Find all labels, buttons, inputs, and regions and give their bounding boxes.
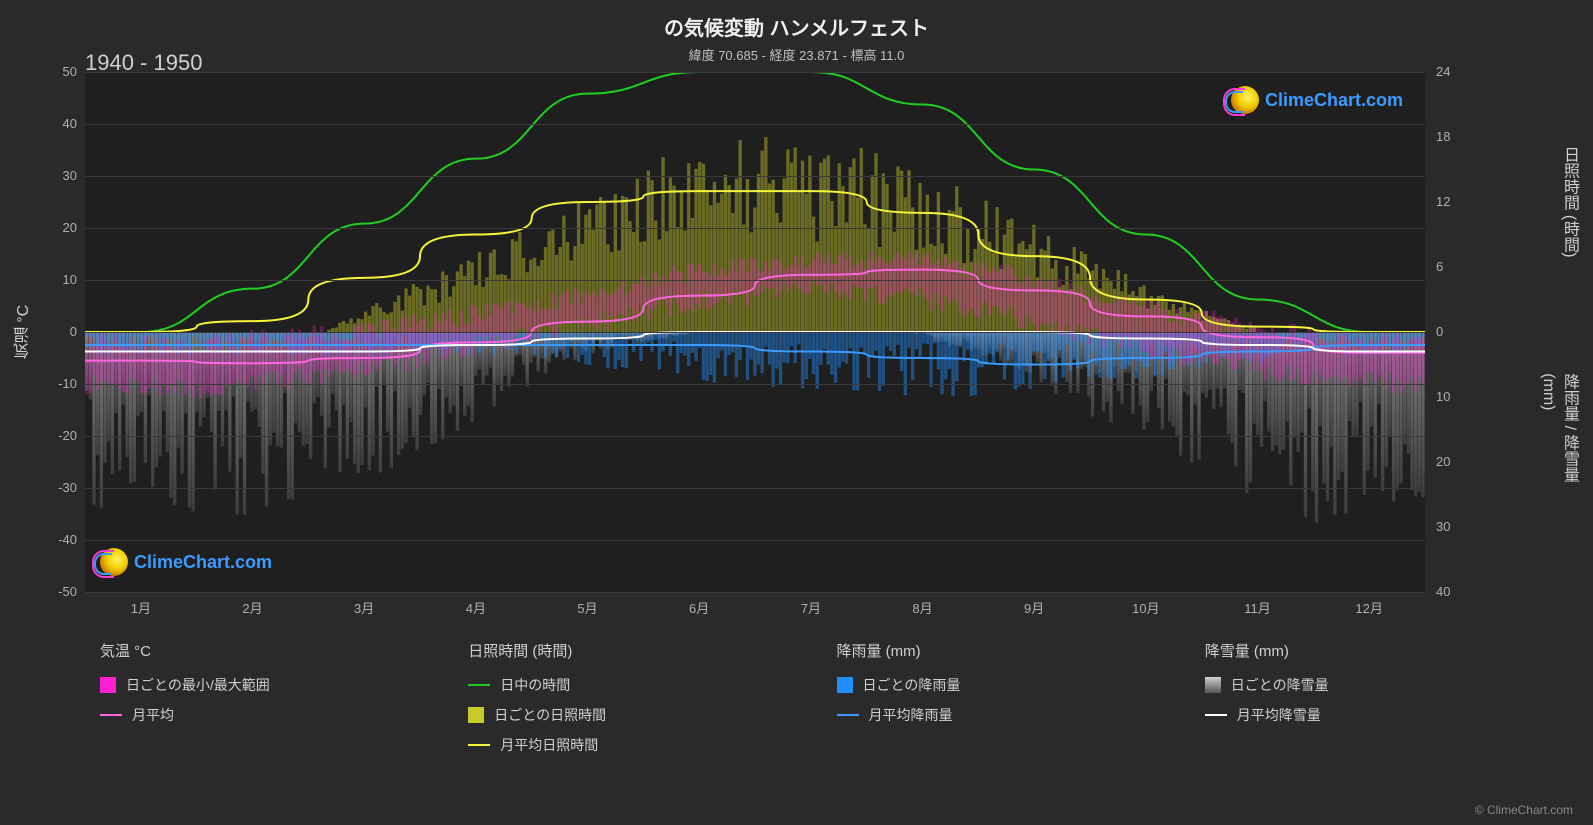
legend-swatch [468,684,490,686]
x-tick: 7月 [801,598,821,617]
x-tick: 2月 [242,598,262,617]
legend-header: 降雨量 (mm) [837,640,1165,661]
legend-swatch [837,677,853,693]
legend-column: 日照時間 (時間) 日中の時間日ごとの日照時間月平均日照時間 [468,640,796,765]
legend-header: 降雪量 (mm) [1205,640,1533,661]
chart-title: の気候変動 ハンメルフェスト [0,0,1593,41]
legend-header: 気温 °C [100,640,428,661]
y-axis-right-label-top: 日照時間 (時間) [1557,146,1581,257]
x-tick: 3月 [354,598,374,617]
x-tick: 12月 [1355,598,1382,617]
legend-column: 気温 °C 日ごとの最小/最大範囲月平均 [100,640,428,765]
legend-label: 日ごとの日照時間 [494,705,606,725]
x-tick: 6月 [689,598,709,617]
gridline [85,436,1425,437]
y-axis-right-label-bottom: 降雨量 / 降雪量 (mm) [1539,374,1581,520]
y-right-tick: 0 [1436,324,1476,339]
legend-column: 降雨量 (mm) 日ごとの降雨量月平均降雨量 [837,640,1165,765]
legend-label: 月平均日照時間 [500,735,598,755]
x-tick: 11月 [1244,598,1271,617]
x-tick: 5月 [577,598,597,617]
legend-swatch [837,714,859,716]
y-left-tick: 20 [17,220,77,235]
x-tick: 8月 [912,598,932,617]
legend-label: 日ごとの降雪量 [1231,675,1329,695]
y-left-tick: 10 [17,272,77,287]
legend-item: 月平均降雨量 [837,705,1165,725]
legend-swatch [100,677,116,693]
y-axis-right: 日照時間 (時間) 降雨量 / 降雪量 (mm) 241812601020304… [1428,72,1593,592]
logo-top: ClimeChart.com [1231,86,1403,114]
gridline [85,72,1425,73]
y-axis-left: 気温 °C 50403020100-10-20-30-40-50 [0,72,85,592]
gridline [85,228,1425,229]
y-left-tick: 50 [17,64,77,79]
legend-item: 日ごとの降雨量 [837,675,1165,695]
legend-swatch [100,714,122,716]
y-right-tick: 18 [1436,129,1476,144]
y-right-tick: 40 [1436,584,1476,599]
x-tick: 10月 [1132,598,1159,617]
legend-label: 月平均降雨量 [869,705,953,725]
y-right-tick: 24 [1436,64,1476,79]
y-left-tick: -30 [17,480,77,495]
x-axis: 1月 2月 3月 4月 5月 6月 7月 8月 9月 10月 11月 12月 [85,592,1425,622]
legend-header: 日照時間 (時間) [468,640,796,661]
y-left-tick: -40 [17,532,77,547]
y-right-tick: 20 [1436,454,1476,469]
gridline [85,124,1425,125]
legend-label: 日ごとの最小/最大範囲 [126,675,270,695]
gridline [85,332,1425,333]
legend-item: 月平均降雪量 [1205,705,1533,725]
logo-icon [100,548,128,576]
climate-chart: の気候変動 ハンメルフェスト 緯度 70.685 - 経度 23.871 - 標… [0,0,1593,825]
x-tick: 1月 [131,598,151,617]
legend-swatch [468,707,484,723]
legend-column: 降雪量 (mm) 日ごとの降雪量月平均降雪量 [1205,640,1533,765]
legend-swatch [1205,714,1227,716]
legend-label: 月平均 [132,705,174,725]
y-right-tick: 6 [1436,259,1476,274]
logo-text: ClimeChart.com [134,552,272,573]
gridline [85,540,1425,541]
logo-icon [1231,86,1259,114]
y-left-tick: -50 [17,584,77,599]
x-tick: 4月 [466,598,486,617]
legend-item: 日ごとの日照時間 [468,705,796,725]
y-left-tick: 0 [17,324,77,339]
legend-label: 日ごとの降雨量 [863,675,961,695]
plot-area [85,72,1425,592]
chart-subtitle: 緯度 70.685 - 経度 23.871 - 標高 11.0 [0,41,1593,64]
gridline [85,280,1425,281]
gridline [85,488,1425,489]
legend-item: 日ごとの降雪量 [1205,675,1533,695]
y-left-tick: 30 [17,168,77,183]
copyright: © ClimeChart.com [1475,803,1573,817]
legend-swatch [1205,677,1221,693]
y-right-tick: 30 [1436,519,1476,534]
legend-item: 日ごとの最小/最大範囲 [100,675,428,695]
logo-bottom: ClimeChart.com [100,548,272,576]
logo-text: ClimeChart.com [1265,90,1403,111]
y-right-tick: 10 [1436,389,1476,404]
gridline [85,384,1425,385]
legend: 気温 °C 日ごとの最小/最大範囲月平均 日照時間 (時間) 日中の時間日ごとの日照時… [100,640,1533,765]
y-left-tick: 40 [17,116,77,131]
y-right-tick: 12 [1436,194,1476,209]
legend-item: 月平均 [100,705,428,725]
y-left-tick: -20 [17,428,77,443]
y-left-tick: -10 [17,376,77,391]
x-tick: 9月 [1024,598,1044,617]
legend-swatch [468,744,490,746]
legend-item: 日中の時間 [468,675,796,695]
legend-label: 日中の時間 [500,675,570,695]
legend-item: 月平均日照時間 [468,735,796,755]
gridline [85,176,1425,177]
legend-label: 月平均降雪量 [1237,705,1321,725]
